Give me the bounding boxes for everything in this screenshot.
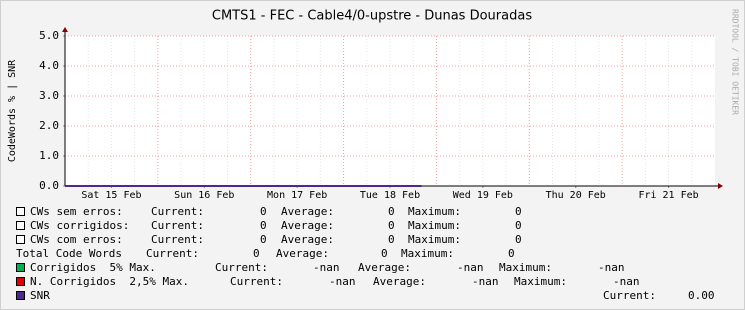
legend-swatch — [16, 291, 25, 300]
legend-stat-label: Current: — [230, 275, 283, 288]
legend-label: SNR — [30, 289, 50, 302]
legend-swatch — [16, 235, 25, 244]
x-tick-label: Sat 15 Feb — [81, 190, 141, 201]
legend-stat-value: -nan — [613, 275, 640, 288]
legend-stat-label: Current: — [151, 233, 204, 246]
legend-stat-label: Current: — [215, 261, 268, 274]
x-axis-arrow — [718, 183, 723, 189]
legend-swatch — [16, 207, 25, 216]
legend-stat-label: Maximum: — [408, 219, 461, 232]
x-tick-label: Wed 19 Feb — [453, 190, 513, 201]
legend-stat-label: Maximum: — [401, 247, 454, 260]
y-axis-arrow — [62, 27, 68, 32]
legend-stat-label: Maximum: — [408, 205, 461, 218]
legend-stat-value: 0 — [260, 205, 267, 218]
legend-stat-label: Average: — [276, 247, 329, 260]
legend-label: CWs sem erros: — [30, 205, 123, 218]
legend-stat-value: -nan — [313, 261, 340, 274]
legend-stat-value: 0 — [253, 247, 260, 260]
y-tick-label: 2.0 — [39, 119, 59, 132]
legend-stat-value: -nan — [329, 275, 356, 288]
legend-stat-value: 0 — [515, 233, 522, 246]
legend-stat-value: -nan — [457, 261, 484, 274]
legend-stat-value: 0 — [260, 233, 267, 246]
legend-stat-label: Maximum: — [514, 275, 567, 288]
legend-stat-label: Current: — [151, 219, 204, 232]
legend-stat-value: 0 — [388, 205, 395, 218]
legend-stat-label: Average: — [281, 205, 334, 218]
x-tick-label: Fri 21 Feb — [638, 190, 698, 201]
legend-label: CWs com erros: — [30, 233, 123, 246]
legend-label: CWs corrigidos: — [30, 219, 129, 232]
x-tick-label: Mon 17 Feb — [267, 190, 327, 201]
legend-stat-value: -nan — [598, 261, 625, 274]
legend-stat-label: Maximum: — [408, 233, 461, 246]
y-tick-label: 3.0 — [39, 89, 59, 102]
legend-swatch — [16, 221, 25, 230]
x-tick-label: Sun 16 Feb — [174, 190, 234, 201]
legend-stat-label: Average: — [358, 261, 411, 274]
watermark: RRDTOOL / TOBI OETIKER — [731, 9, 740, 115]
legend-stat-value: 0 — [508, 247, 515, 260]
legend-stat-value: 0.00 — [688, 289, 715, 302]
legend-stat-label: Current: — [603, 289, 656, 302]
legend-stat-value: 0 — [260, 219, 267, 232]
legend-stat-value: 0 — [515, 205, 522, 218]
legend-stat-value: 0 — [388, 233, 395, 246]
legend-stat-value: 0 — [388, 219, 395, 232]
legend-stat-label: Average: — [373, 275, 426, 288]
legend-stat-value: 0 — [515, 219, 522, 232]
chart-title: CMTS1 - FEC - Cable4/0-upstre - Dunas Do… — [212, 9, 532, 24]
legend-label: Corrigidos 5% Max. — [30, 261, 156, 274]
legend-stat-label: Current: — [151, 205, 204, 218]
legend-stat-label: Maximum: — [499, 261, 552, 274]
legend-stat-value: -nan — [472, 275, 499, 288]
legend-stat-value: 0 — [381, 247, 388, 260]
y-tick-label: 4.0 — [39, 59, 59, 72]
y-tick-label: 5.0 — [39, 29, 59, 42]
legend-label: Total Code Words — [16, 247, 122, 260]
y-tick-label: 1.0 — [39, 149, 59, 162]
legend-stat-label: Average: — [281, 233, 334, 246]
y-axis-label: CodeWords % | SNR — [7, 59, 18, 162]
x-tick-label: Tue 18 Feb — [360, 190, 420, 201]
y-tick-label: 0.0 — [39, 179, 59, 192]
legend-swatch — [16, 277, 25, 286]
legend-swatch — [16, 263, 25, 272]
legend-stat-label: Current: — [146, 247, 199, 260]
legend-stat-label: Average: — [281, 219, 334, 232]
x-tick-label: Thu 20 Feb — [546, 190, 606, 201]
legend-label: N. Corrigidos 2,5% Max. — [30, 275, 189, 288]
